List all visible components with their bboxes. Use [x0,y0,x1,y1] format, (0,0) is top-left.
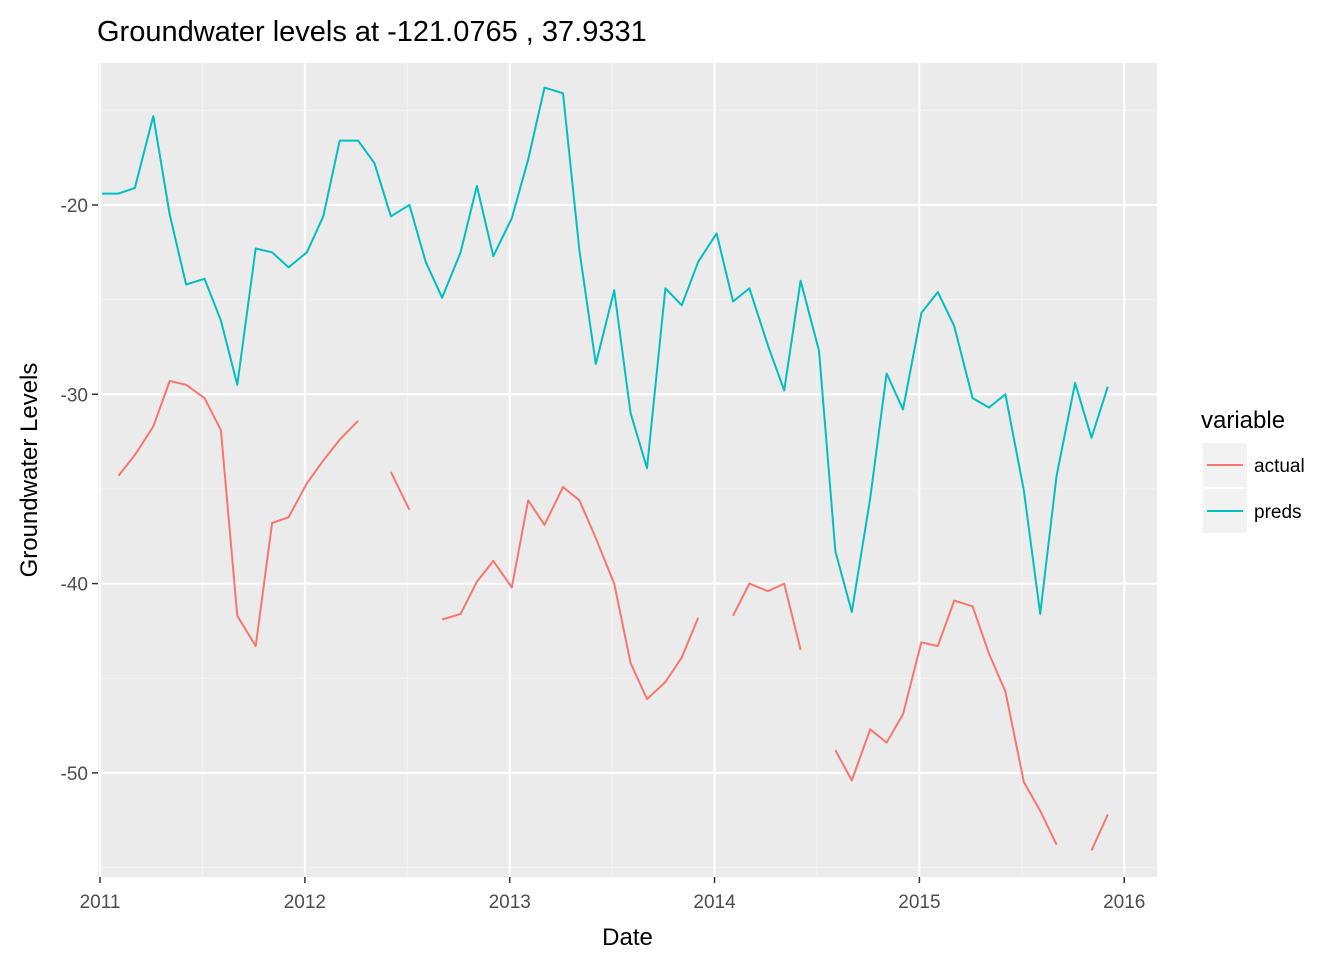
major-gridlines [98,63,1157,877]
series-preds [102,86,1109,615]
series-line-actual [1090,814,1109,851]
axes: 2011 2012 2013 2014 2015 2016 -50 -40 -30 -20 [61,196,1146,913]
legend: variable actual preds [1201,407,1305,533]
x-tick-label: 2013 [489,892,531,913]
plot-panel [98,63,1157,877]
x-tick-label: 2012 [284,892,326,913]
legend-label-actual: actual [1254,456,1305,477]
legend-title: variable [1201,407,1285,434]
series-line-actual [441,486,700,701]
series-line-actual [117,380,359,648]
series-line-actual [834,599,1058,846]
series-lines [102,86,1109,851]
x-tick-label: 2011 [80,892,121,913]
y-tick-label: -50 [61,764,88,785]
x-axis-title: Date [602,924,653,951]
x-tick-label: 2016 [1103,892,1145,913]
series-actual [117,380,1109,851]
x-tick-label: 2015 [898,892,940,913]
series-line-actual [390,471,411,511]
series-line-actual [732,582,802,651]
y-axis-title: Groundwater Levels [16,363,43,578]
chart-title: Groundwater levels at -121.0765 , 37.933… [97,16,647,48]
minor-gridlines [98,63,1157,877]
legend-label-preds: preds [1254,502,1302,523]
y-tick-label: -40 [61,575,88,596]
y-tick-label: -20 [61,196,88,217]
series-line-preds [102,86,1109,615]
y-tick-label: -30 [61,385,88,406]
x-tick-label: 2014 [693,892,736,913]
